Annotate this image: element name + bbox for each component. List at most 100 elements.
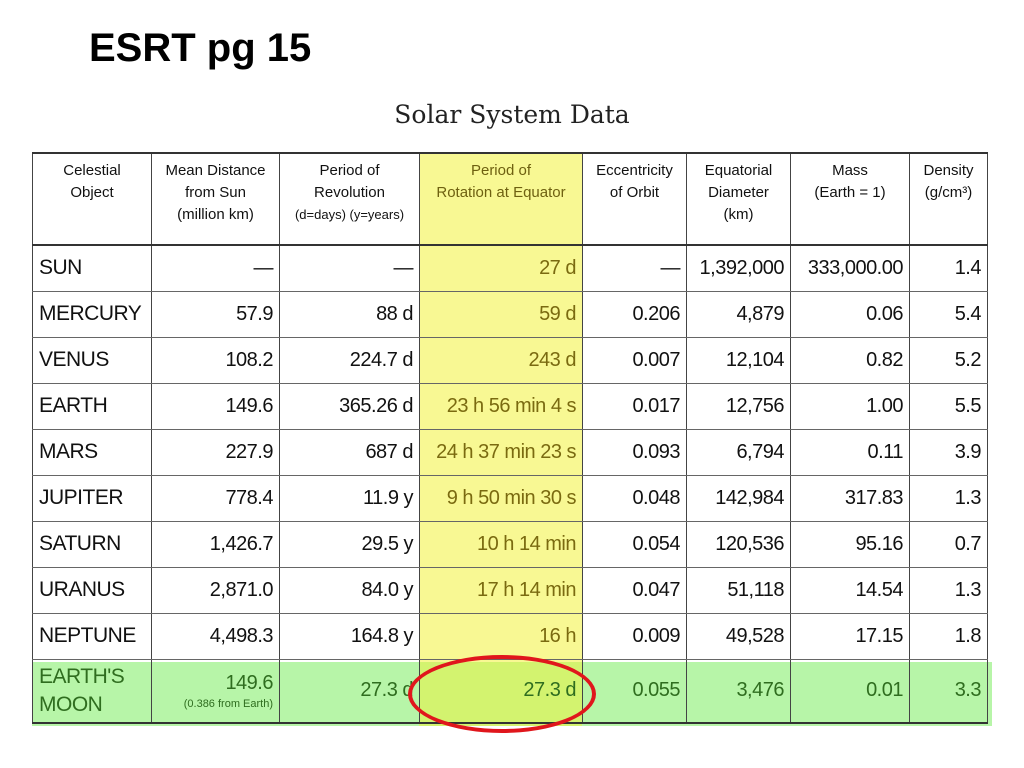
cell-object: JUPITER — [32, 474, 152, 522]
cell-eccentricity: 0.009 — [582, 612, 687, 660]
cell-mass: 1.00 — [790, 382, 910, 430]
cell-object: URANUS — [32, 566, 152, 614]
cell-eccentricity: 0.093 — [582, 428, 687, 476]
cell-object: NEPTUNE — [32, 612, 152, 660]
cell-mean-distance: 108.2 — [151, 336, 280, 384]
header-period-of-revolution: Period of Revolution (d=days) (y=years) — [279, 152, 420, 246]
cell-revolution: 27.3 d — [279, 658, 420, 724]
cell-rotation: 16 h — [419, 612, 583, 660]
table-row-mars: MARS 227.9 687 d 24 h 37 min 23 s 0.093 … — [32, 428, 988, 476]
cell-object: SUN — [32, 244, 152, 292]
cell-revolution: 164.8 y — [279, 612, 420, 660]
cell-eccentricity: — — [582, 244, 687, 292]
cell-diameter: 49,528 — [686, 612, 791, 660]
cell-density: 5.5 — [909, 382, 988, 430]
cell-mass: 14.54 — [790, 566, 910, 614]
cell-density: 5.4 — [909, 290, 988, 338]
cell-object: VENUS — [32, 336, 152, 384]
table-row-saturn: SATURN 1,426.7 29.5 y 10 h 14 min 0.054 … — [32, 520, 988, 568]
header-mean-distance: Mean Distance from Sun (million km) — [151, 152, 280, 246]
table-row-neptune: NEPTUNE 4,498.3 164.8 y 16 h 0.009 49,52… — [32, 612, 988, 660]
cell-revolution: 84.0 y — [279, 566, 420, 614]
header-eccentricity: Eccentricity of Orbit — [582, 152, 687, 246]
cell-mass: 0.11 — [790, 428, 910, 476]
cell-mean-distance: 227.9 — [151, 428, 280, 476]
cell-eccentricity: 0.054 — [582, 520, 687, 568]
table-row-sun: SUN — — 27 d — 1,392,000 333,000.00 1.4 — [32, 244, 988, 292]
cell-rotation: 17 h 14 min — [419, 566, 583, 614]
table-row-earths-moon: EARTH'S MOON 149.6 (0.386 from Earth) 27.… — [32, 658, 988, 724]
cell-mass: 17.15 — [790, 612, 910, 660]
cell-mass: 317.83 — [790, 474, 910, 522]
cell-rotation: 24 h 37 min 23 s — [419, 428, 583, 476]
cell-rotation: 243 d — [419, 336, 583, 384]
cell-mass: 0.82 — [790, 336, 910, 384]
cell-diameter: 12,756 — [686, 382, 791, 430]
cell-diameter: 4,879 — [686, 290, 791, 338]
cell-object: EARTH — [32, 382, 152, 430]
red-circle-annotation — [408, 655, 596, 733]
header-celestial-object: Celestial Object — [32, 152, 152, 246]
table-row-venus: VENUS 108.2 224.7 d 243 d 0.007 12,104 0… — [32, 336, 988, 384]
cell-revolution: — — [279, 244, 420, 292]
cell-revolution: 224.7 d — [279, 336, 420, 384]
table-header-row: Celestial Object Mean Distance from Sun (mi… — [32, 152, 988, 246]
cell-eccentricity: 0.047 — [582, 566, 687, 614]
cell-density: 0.7 — [909, 520, 988, 568]
cell-density: 3.9 — [909, 428, 988, 476]
header-mass: Mass (Earth = 1) — [790, 152, 910, 246]
cell-rotation: 23 h 56 min 4 s — [419, 382, 583, 430]
cell-diameter: 6,794 — [686, 428, 791, 476]
cell-diameter: 120,536 — [686, 520, 791, 568]
table-row-mercury: MERCURY 57.9 88 d 59 d 0.206 4,879 0.06 … — [32, 290, 988, 338]
table-row-jupiter: JUPITER 778.4 11.9 y 9 h 50 min 30 s 0.0… — [32, 474, 988, 522]
cell-eccentricity: 0.206 — [582, 290, 687, 338]
cell-revolution: 11.9 y — [279, 474, 420, 522]
slide-title: ESRT pg 15 — [89, 26, 312, 70]
header-equatorial-diameter: Equatorial Diameter (km) — [686, 152, 791, 246]
cell-eccentricity: 0.048 — [582, 474, 687, 522]
table-row-earth: EARTH 149.6 365.26 d 23 h 56 min 4 s 0.0… — [32, 382, 988, 430]
solar-system-data-table: Celestial Object Mean Distance from Sun (mi… — [32, 152, 988, 724]
cell-eccentricity: 0.007 — [582, 336, 687, 384]
cell-mass: 95.16 — [790, 520, 910, 568]
table-caption-text: Solar System Data — [394, 100, 630, 129]
cell-diameter: 3,476 — [686, 658, 791, 724]
cell-diameter: 51,118 — [686, 566, 791, 614]
cell-object: MARS — [32, 428, 152, 476]
cell-mass: 0.06 — [790, 290, 910, 338]
cell-revolution: 687 d — [279, 428, 420, 476]
table-row-uranus: URANUS 2,871.0 84.0 y 17 h 14 min 0.047 … — [32, 566, 988, 614]
cell-eccentricity: 0.017 — [582, 382, 687, 430]
cell-revolution: 365.26 d — [279, 382, 420, 430]
cell-rotation: 10 h 14 min — [419, 520, 583, 568]
cell-object: EARTH'S MOON — [32, 658, 152, 724]
cell-revolution: 29.5 y — [279, 520, 420, 568]
cell-revolution: 88 d — [279, 290, 420, 338]
cell-object: MERCURY — [32, 290, 152, 338]
cell-mean-distance: 57.9 — [151, 290, 280, 338]
cell-mean-distance: — — [151, 244, 280, 292]
cell-eccentricity: 0.055 — [582, 658, 687, 724]
cell-mean-distance: 149.6 — [151, 382, 280, 430]
cell-mean-distance: 149.6 (0.386 from Earth) — [151, 658, 280, 724]
distance-note: (0.386 from Earth) — [183, 697, 273, 710]
cell-density: 1.3 — [909, 566, 988, 614]
cell-mass: 333,000.00 — [790, 244, 910, 292]
cell-mean-distance: 2,871.0 — [151, 566, 280, 614]
cell-mean-distance: 1,426.7 — [151, 520, 280, 568]
cell-rotation: 59 d — [419, 290, 583, 338]
cell-diameter: 1,392,000 — [686, 244, 791, 292]
cell-density: 1.4 — [909, 244, 988, 292]
cell-rotation: 27 d — [419, 244, 583, 292]
table-caption: Solar System Data — [0, 100, 1024, 129]
cell-density: 3.3 — [909, 658, 988, 724]
cell-rotation: 9 h 50 min 30 s — [419, 474, 583, 522]
cell-density: 1.8 — [909, 612, 988, 660]
header-period-of-rotation: Period of Rotation at Equator — [419, 152, 583, 246]
header-density: Density (g/cm³) — [909, 152, 988, 246]
cell-density: 5.2 — [909, 336, 988, 384]
cell-mean-distance: 4,498.3 — [151, 612, 280, 660]
cell-object: SATURN — [32, 520, 152, 568]
cell-mean-distance: 778.4 — [151, 474, 280, 522]
